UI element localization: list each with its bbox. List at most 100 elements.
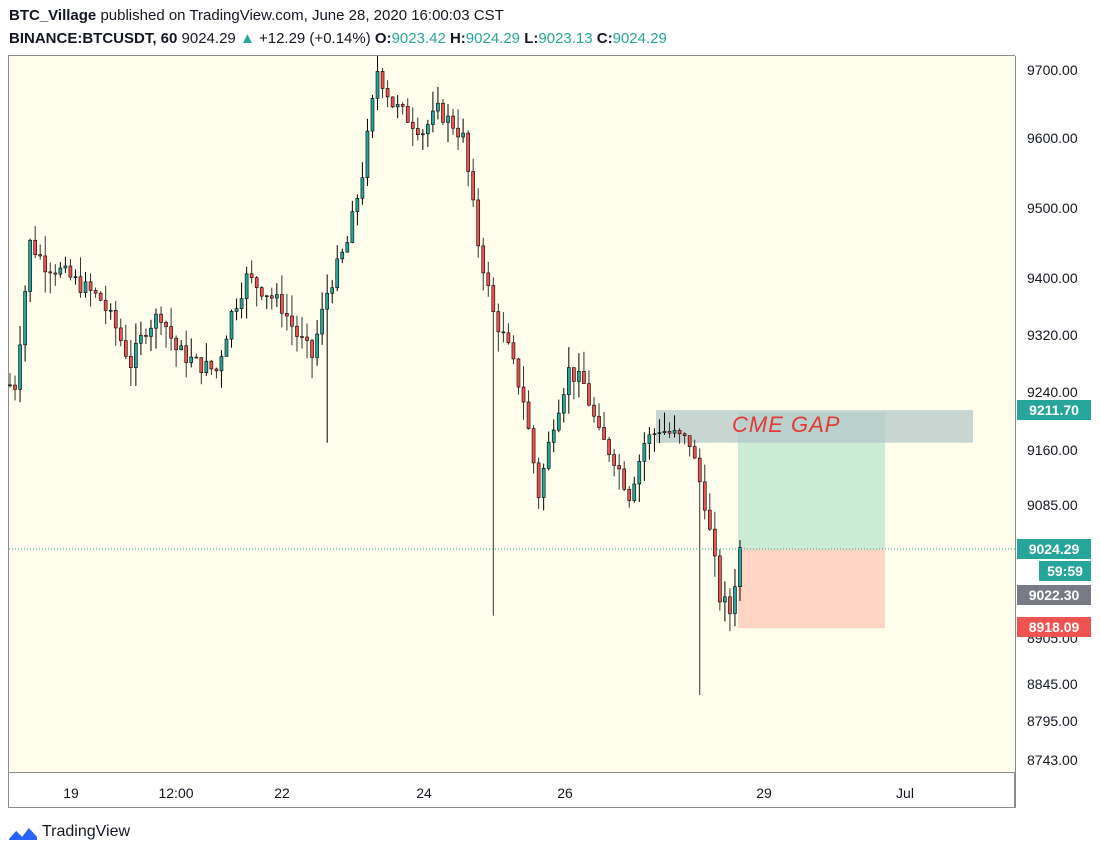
tradingview-brand[interactable]: TradingView xyxy=(8,822,130,842)
candle-body xyxy=(561,394,566,414)
candle-body xyxy=(395,104,400,108)
candle-body xyxy=(436,102,440,112)
candle-body xyxy=(149,327,153,337)
change-value: +12.29 (+0.14%) xyxy=(258,30,371,47)
candle-body xyxy=(83,281,88,293)
candle-body xyxy=(330,287,335,294)
candle-body xyxy=(118,327,123,341)
candle-body xyxy=(501,331,506,334)
candle-body xyxy=(456,127,460,138)
candle-body xyxy=(667,431,672,434)
candle-body xyxy=(390,96,395,108)
candle-body xyxy=(476,199,481,247)
candle-body xyxy=(154,313,158,329)
current-price-tag: 9024.29 xyxy=(1017,539,1091,559)
candle-body xyxy=(375,71,380,99)
candle-body xyxy=(672,430,677,434)
candle-body xyxy=(526,401,531,429)
candle-body xyxy=(43,255,48,273)
candle-body xyxy=(184,345,189,363)
candle-body xyxy=(275,294,279,299)
candle-body xyxy=(702,481,707,511)
candle-body xyxy=(18,344,22,390)
candle-body xyxy=(637,461,642,485)
candle-body xyxy=(305,336,309,341)
candle-body xyxy=(360,177,365,199)
candle-body xyxy=(723,596,727,603)
candle-body xyxy=(400,104,405,107)
candle-body xyxy=(592,404,596,417)
brand-name: TradingView xyxy=(42,823,131,841)
countdown-tag: 59:59 xyxy=(1039,561,1091,581)
candle-body xyxy=(88,281,93,291)
candle-body xyxy=(541,467,546,498)
candle-body xyxy=(325,292,329,310)
candle-body xyxy=(234,308,239,312)
candle-body xyxy=(204,360,209,374)
candle-body xyxy=(315,333,319,358)
candle-body xyxy=(159,313,163,323)
candle-body xyxy=(350,211,355,243)
candle-body xyxy=(426,124,430,135)
candle-body xyxy=(335,258,340,289)
bid-price-tag: 9022.30 xyxy=(1017,585,1091,605)
x-tick-label: Jul xyxy=(896,785,914,801)
candle-body xyxy=(531,428,536,464)
candle-body xyxy=(295,325,299,337)
target-price-tag: 9211.70 xyxy=(1017,400,1091,420)
candle-body xyxy=(259,287,264,297)
x-axis-line xyxy=(9,772,1015,773)
change-arrow-icon: ▲ xyxy=(239,30,255,47)
candle-body xyxy=(174,337,178,351)
candle-body xyxy=(692,446,697,459)
candle-body xyxy=(345,242,350,253)
candle-body xyxy=(134,342,138,368)
candle-body xyxy=(285,312,289,317)
stop-zone[interactable] xyxy=(738,549,885,629)
cme-gap-zone[interactable] xyxy=(656,410,973,443)
candle-body xyxy=(597,415,601,428)
candle-body xyxy=(98,292,103,301)
stop-price-tag: 8918.09 xyxy=(1017,617,1091,637)
candle-body xyxy=(521,386,526,403)
candle-body xyxy=(209,360,214,370)
candle-body xyxy=(622,468,627,490)
close-label: C: xyxy=(596,30,613,47)
candle-body xyxy=(431,110,435,125)
candle-body xyxy=(471,171,475,201)
symbol-label[interactable]: BINANCE:BTCUSDT, 60 xyxy=(9,30,178,47)
candle-body xyxy=(38,254,43,257)
candle-body xyxy=(405,105,410,123)
candle-body xyxy=(355,197,360,212)
candle-body xyxy=(320,308,324,335)
candle-body xyxy=(441,102,445,123)
candle-body xyxy=(229,311,234,340)
candle-body xyxy=(239,298,244,310)
candle-body xyxy=(677,430,682,435)
candle-body xyxy=(697,457,702,483)
y-tick-label: 9160.00 xyxy=(1027,442,1078,458)
candle-body xyxy=(662,431,667,433)
candle-body xyxy=(73,276,78,279)
candle-body xyxy=(139,335,143,344)
candle-body xyxy=(481,245,486,274)
candle-body xyxy=(546,441,551,469)
candle-body xyxy=(466,132,470,172)
candle-body xyxy=(556,412,561,431)
candle-body xyxy=(123,340,128,357)
open-value: 9023.42 xyxy=(391,30,446,47)
candle-body xyxy=(370,98,375,132)
y-tick-label: 9600.00 xyxy=(1027,130,1078,146)
candle-body xyxy=(13,384,17,390)
candle-body xyxy=(385,88,390,98)
y-tick-label: 9700.00 xyxy=(1027,62,1078,78)
tradingview-logo-icon xyxy=(9,826,37,840)
x-tick-label: 24 xyxy=(416,785,432,801)
low-value: 9023.13 xyxy=(538,30,593,47)
author-name[interactable]: BTC_Village xyxy=(9,7,97,24)
candle-body xyxy=(103,299,108,311)
candle-body xyxy=(33,239,37,255)
candle-body xyxy=(587,383,591,406)
candle-body xyxy=(607,439,611,455)
